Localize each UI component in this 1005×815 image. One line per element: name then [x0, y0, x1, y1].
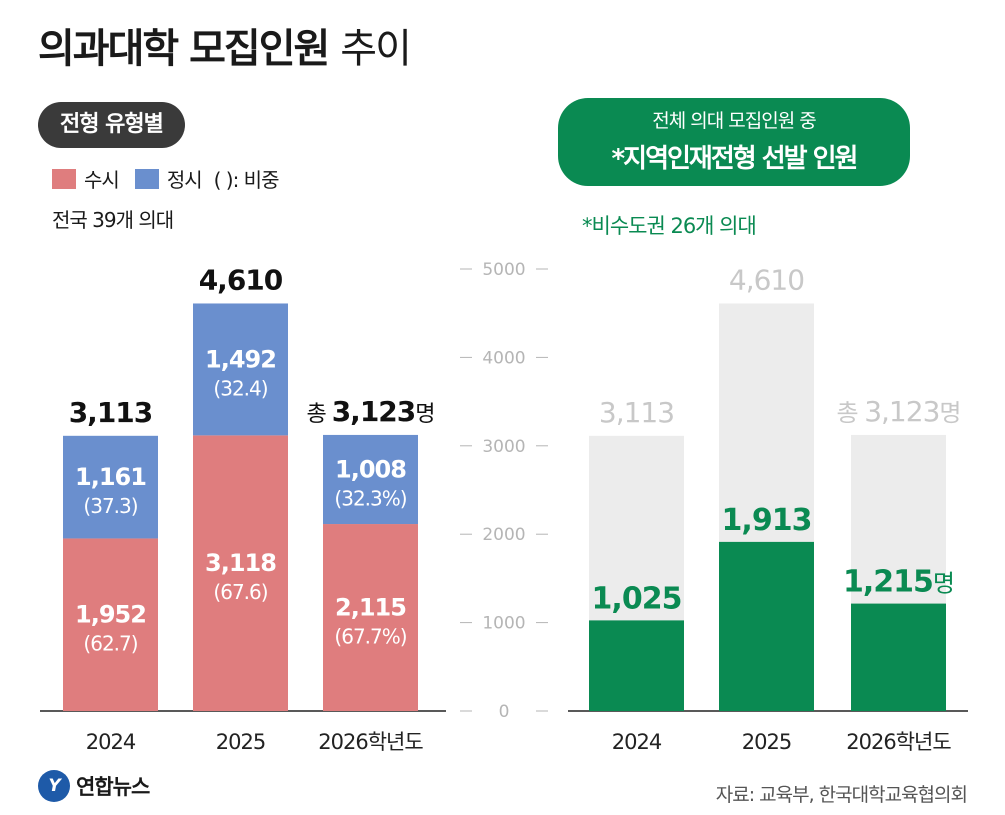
regional-pill-line1: 전체 의대 모집인원 중	[652, 110, 816, 132]
label-total-gray-2025: 4,610	[729, 263, 804, 296]
ytick-label-5000: 5000	[482, 260, 525, 280]
label-susi-value-2025: 3,118	[205, 549, 276, 577]
ytick-label-0: 0	[499, 702, 510, 722]
label-regional-2026학년도: 1,215명	[843, 565, 954, 600]
bar-jeongsi-2024	[63, 435, 158, 539]
label-jeongsi-value-2026학년도: 1,008	[335, 455, 406, 483]
legend-susi-label: 수시	[84, 168, 120, 192]
regional-pill-line2: *지역인재전형 선발 인원	[611, 144, 859, 174]
label-total-gray-2026학년도: 총 3,123명	[837, 395, 961, 428]
ytick-label-3000: 3000	[482, 437, 525, 457]
bar-regional-2026학년도	[851, 603, 946, 711]
label-susi-share-2026학년도: (67.7%)	[334, 625, 406, 649]
label-total-2025: 4,610	[199, 263, 283, 296]
bar-jeongsi-2026학년도	[323, 434, 418, 525]
label-jeongsi-share-2025: (32.4)	[213, 376, 267, 400]
bar-jeongsi-2025	[193, 303, 288, 436]
bar-regional-2025	[719, 541, 814, 711]
label-susi-share-2025: (67.6)	[213, 580, 267, 604]
yonhap-logo-icon: Y	[38, 770, 70, 802]
legend-jeongsi-label: 정시	[166, 168, 203, 192]
xtick-left-2025: 2025	[216, 730, 265, 754]
legend: 수시 정시 ( ): 비중	[52, 164, 280, 193]
label-jeongsi-value-2025: 1,492	[205, 345, 276, 373]
xtick-left-2026학년도: 2026학년도	[318, 730, 423, 754]
bar-susi-2024	[63, 538, 158, 711]
label-susi-value-2026학년도: 2,115	[335, 594, 406, 622]
legend-jeongsi-swatch	[134, 168, 159, 189]
bar-susi-2026학년도	[323, 524, 418, 711]
bar-regional-2024	[589, 620, 684, 711]
yonhap-logo-text: 연합뉴스	[76, 775, 150, 799]
xtick-right-2025: 2025	[742, 730, 791, 754]
label-total-gray-2024: 3,113	[599, 396, 674, 429]
xtick-left-2024: 2024	[86, 730, 136, 754]
label-regional-2025: 1,913	[722, 503, 812, 538]
label-susi-value-2024: 1,952	[75, 601, 146, 629]
label-jeongsi-share-2024: (37.3)	[83, 494, 137, 518]
ytick-label-4000: 4000	[482, 348, 525, 368]
label-total-2024: 3,113	[69, 396, 153, 429]
label-susi-share-2024: (62.7)	[83, 632, 137, 656]
source-note: 자료: 교육부, 한국대학교육협의회	[715, 784, 968, 806]
legend-share-note: ( ): 비중	[213, 168, 280, 192]
label-total-2026학년도: 총 3,123명	[306, 395, 434, 428]
page-title: 의과대학 모집인원 추이	[38, 26, 412, 72]
label-jeongsi-value-2024: 1,161	[75, 463, 146, 491]
xtick-right-2024: 2024	[612, 730, 662, 754]
label-jeongsi-share-2026학년도: (32.3%)	[334, 486, 406, 510]
right-subtitle: *비수도권 26개 의대	[582, 214, 757, 238]
bar-susi-2025	[193, 435, 288, 711]
ytick-label-2000: 2000	[482, 525, 525, 545]
xtick-right-2026학년도: 2026학년도	[846, 730, 951, 754]
left-subtitle: 전국 39개 의대	[52, 208, 174, 232]
label-regional-2024: 1,025	[592, 581, 682, 616]
ytick-label-1000: 1000	[482, 614, 525, 634]
regional-talent-pill: 전체 의대 모집인원 중 *지역인재전형 선발 인원	[558, 98, 910, 186]
type-breakdown-pill: 전형 유형별	[38, 102, 185, 148]
legend-susi-swatch	[52, 168, 76, 189]
yonhap-logo: Y 연합뉴스	[38, 770, 150, 802]
